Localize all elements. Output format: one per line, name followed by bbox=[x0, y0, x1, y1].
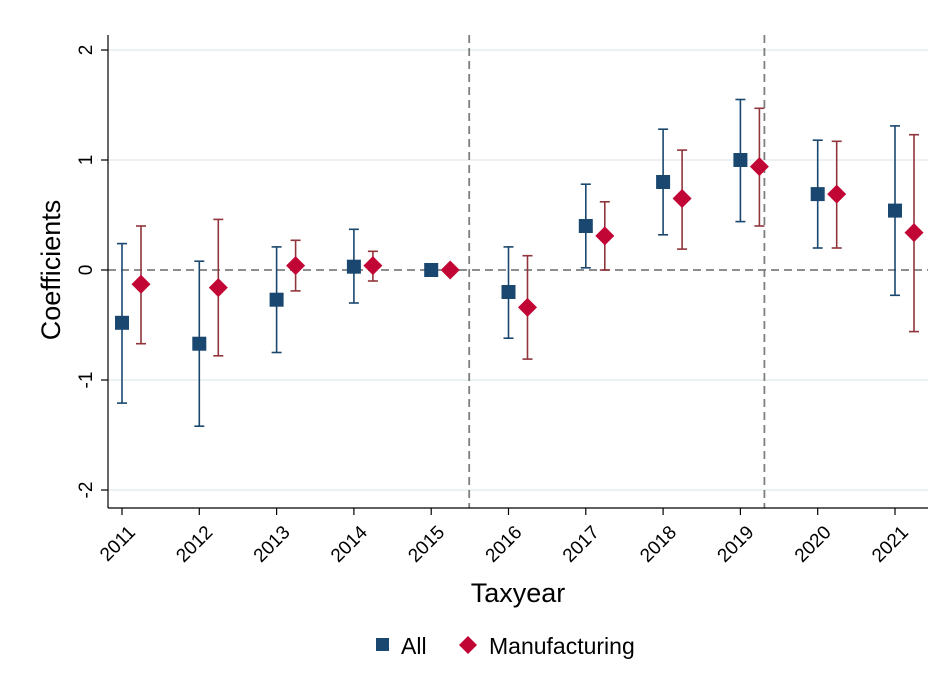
marker-manufacturing-2018 bbox=[672, 189, 692, 208]
marker-all-2017 bbox=[578, 219, 593, 233]
marker-manufacturing-2013 bbox=[286, 256, 306, 276]
legend: All Manufacturing bbox=[376, 633, 635, 659]
marker-all-2011 bbox=[115, 315, 129, 330]
marker-manufacturing-2015 bbox=[440, 260, 460, 280]
x-tick-label: 2017 bbox=[559, 522, 604, 567]
legend-label-all: All bbox=[401, 633, 427, 659]
marker-manufacturing-2017 bbox=[595, 226, 615, 246]
y-tick-label: 2 bbox=[76, 45, 97, 56]
x-tick-label: 2011 bbox=[96, 522, 140, 566]
marker-manufacturing-2014 bbox=[363, 256, 383, 276]
marker-all-2018 bbox=[656, 175, 671, 189]
point-markers bbox=[115, 153, 924, 351]
legend-label-manufacturing: Manufacturing bbox=[489, 633, 635, 659]
tick-labels: -2 -1 0 1 2 2011 2012 2013 2014 2015 2016 2017 2018 2… bbox=[76, 45, 913, 567]
x-axis-title: Taxyear bbox=[471, 578, 566, 608]
marker-manufacturing-2011 bbox=[131, 274, 151, 294]
x-tick-label: 2018 bbox=[636, 522, 681, 567]
x-tick-label: 2019 bbox=[714, 522, 759, 567]
y-tick-label: -1 bbox=[76, 372, 97, 389]
y-tick-label: 0 bbox=[76, 265, 97, 276]
marker-manufacturing-2021 bbox=[904, 223, 924, 243]
x-tick-label: 2016 bbox=[482, 522, 527, 567]
marker-manufacturing-2019 bbox=[749, 157, 769, 177]
marker-all-2020 bbox=[810, 187, 825, 202]
x-tick-label: 2020 bbox=[791, 522, 836, 567]
reference-lines bbox=[108, 35, 928, 508]
marker-all-2012 bbox=[192, 336, 207, 351]
marker-manufacturing-2012 bbox=[208, 278, 228, 298]
marker-all-2014 bbox=[346, 259, 361, 274]
marker-all-2019 bbox=[733, 153, 748, 167]
grid-layer bbox=[108, 49, 928, 491]
y-tick-label: -2 bbox=[76, 482, 97, 499]
y-axis-title: Coefficients bbox=[36, 200, 66, 341]
x-tick-label: 2013 bbox=[250, 522, 295, 567]
marker-manufacturing-2016 bbox=[518, 297, 537, 317]
x-tick-label: 2012 bbox=[172, 522, 217, 567]
legend-marker-manufacturing bbox=[459, 636, 477, 654]
legend-marker-all bbox=[376, 638, 389, 651]
marker-all-2021 bbox=[888, 203, 902, 218]
x-tick-label: 2015 bbox=[404, 522, 449, 567]
y-tick-label: 1 bbox=[76, 155, 97, 166]
marker-all-2016 bbox=[501, 285, 516, 299]
marker-all-2015 bbox=[424, 263, 439, 277]
confidence-intervals bbox=[117, 98, 919, 428]
marker-all-2013 bbox=[269, 292, 284, 307]
x-tick-label: 2021 bbox=[868, 522, 913, 567]
marker-manufacturing-2020 bbox=[827, 184, 847, 204]
x-tick-label: 2014 bbox=[327, 522, 372, 567]
axes bbox=[101, 35, 928, 515]
